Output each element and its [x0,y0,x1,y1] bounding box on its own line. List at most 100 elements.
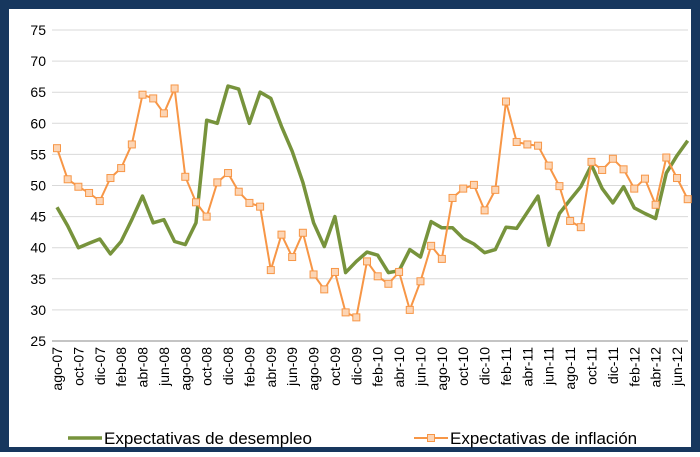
marker [85,188,94,197]
y-tick-label: 65 [30,84,46,100]
marker [106,174,115,183]
marker [544,161,553,170]
marker [309,270,318,279]
marker [566,216,575,225]
marker [651,200,660,209]
marker [74,182,83,191]
marker [191,198,200,207]
y-tick-label: 25 [30,333,46,349]
marker [598,165,607,174]
marker [619,165,628,174]
marker [149,94,158,103]
x-tick-label: dic-07 [92,347,108,385]
x-tick-label: abr-09 [263,347,279,388]
x-tick-label: ago-11 [562,347,578,390]
x-tick-label: abr-12 [648,347,664,388]
marker [437,254,446,263]
marker [427,241,436,250]
marker [459,184,468,193]
marker [405,305,414,314]
marker [138,90,147,99]
marker [170,84,179,93]
marker [673,174,682,183]
marker [202,212,211,221]
marker [127,140,136,149]
marker [363,257,372,266]
x-tick-label: jun-10 [412,347,428,387]
x-tick-label: ago-08 [177,347,193,391]
marker [630,184,639,193]
y-tick-label: 40 [30,240,46,256]
x-tick-label: dic-09 [348,347,364,385]
x-tick-label: jun-12 [669,347,685,387]
x-tick-label: oct-11 [584,347,600,385]
marker [662,153,671,162]
marker [416,277,425,286]
marker [395,267,404,276]
marker [448,193,457,202]
marker [384,279,393,288]
x-tick-label: oct-08 [199,347,215,386]
marker [63,175,72,184]
marker [480,206,489,215]
marker [224,169,233,178]
marker [95,197,104,206]
marker [288,253,297,262]
y-tick-label: 75 [30,22,46,38]
y-tick-label: 70 [30,53,46,69]
x-tick-label: abr-11 [519,347,535,387]
x-tick-label: feb-08 [113,347,129,387]
x-tick-label: feb-09 [241,347,257,387]
marker [341,308,350,317]
marker [587,157,596,166]
marker [245,198,254,207]
marker [277,230,286,239]
marker [640,174,649,183]
x-tick-label: dic-08 [220,347,236,385]
marker [352,313,361,322]
x-tick-label: feb-10 [370,347,386,387]
x-tick-label: feb-11 [498,347,514,386]
x-tick-label: feb-12 [626,347,642,387]
legend-marker [427,434,435,442]
marker [501,97,510,106]
marker [53,144,61,153]
marker [213,178,222,187]
y-tick-label: 45 [30,209,46,225]
y-tick-label: 60 [30,115,46,131]
marker [683,195,692,204]
marker [534,141,543,150]
marker [469,180,478,189]
x-tick-label: jun-08 [156,347,172,387]
x-tick-label: dic-11 [605,347,621,384]
series-line [55,84,690,275]
x-tick-label: abr-08 [135,347,151,388]
marker [523,140,532,149]
x-tick-label: oct-09 [327,347,343,386]
legend-label: Expectativas de desempleo [104,429,312,448]
x-tick-label: jun-09 [284,347,300,387]
marker [491,185,500,194]
marker [181,172,190,181]
legend-label: Expectativas de inflación [450,429,637,448]
y-tick-label: 50 [30,178,46,194]
x-tick-label: oct-10 [455,347,471,386]
marker [298,228,307,237]
marker [555,182,564,191]
y-tick-label: 35 [30,271,46,287]
x-tick-label: ago-07 [49,347,65,391]
marker [234,187,243,196]
marker [256,202,265,211]
marker [512,137,521,146]
marker [117,164,126,173]
x-tick-label: ago-10 [434,347,450,391]
x-tick-label: dic-10 [477,347,493,385]
y-tick-label: 55 [30,146,46,162]
marker [266,266,275,275]
marker [608,154,617,163]
marker [159,109,168,118]
x-tick-label: ago-09 [306,347,322,391]
marker [373,272,382,281]
x-tick-label: jun-11 [541,347,557,386]
